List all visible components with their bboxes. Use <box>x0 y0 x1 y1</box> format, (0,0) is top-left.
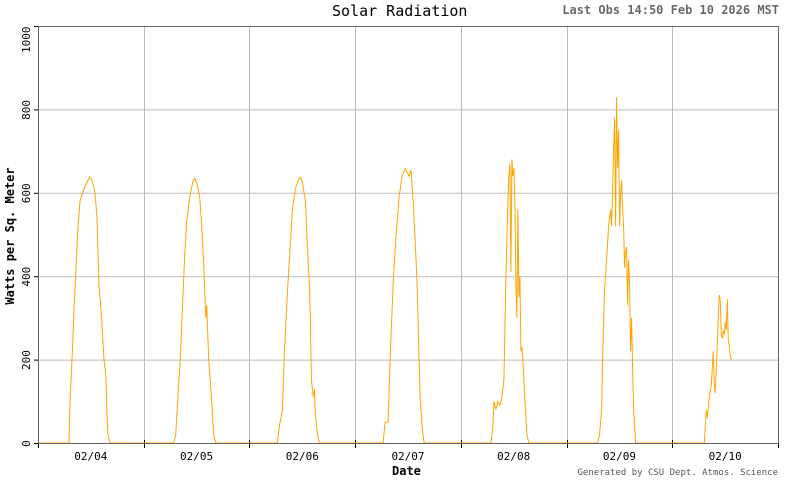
series-day-02-07 <box>355 167 462 444</box>
x-tick-label: 02/04 <box>74 450 107 463</box>
last-observation-timestamp: Last Obs 14:50 Feb 10 2026 MST <box>562 3 779 17</box>
y-tick-label: 200 <box>20 350 33 370</box>
x-tick-label: 02/07 <box>391 450 424 463</box>
y-tick-label: 0 <box>20 440 33 447</box>
x-tick-label: 02/10 <box>709 450 742 463</box>
series-day-02-08 <box>460 159 567 444</box>
gridlines <box>38 26 778 443</box>
y-tick-label: 800 <box>20 100 33 120</box>
y-tick-label: 1000 <box>20 27 33 54</box>
x-tick-label: 02/05 <box>180 450 213 463</box>
y-tick-label: 400 <box>20 267 33 287</box>
solar-radiation-series <box>38 96 732 444</box>
x-tick-label: 02/08 <box>497 450 530 463</box>
axes <box>38 26 779 444</box>
y-tick-label: 600 <box>20 183 33 203</box>
series-day-02-04 <box>38 176 143 444</box>
x-tick-label: 02/09 <box>603 450 636 463</box>
series-day-02-06 <box>249 175 356 444</box>
series-day-02-05 <box>143 177 249 444</box>
x-axis-label: Date <box>392 464 421 478</box>
series-day-02-10 <box>672 294 732 444</box>
credit-text: Generated by CSU Dept. Atmos. Science <box>577 468 778 478</box>
chart-title: Solar Radiation <box>332 2 468 20</box>
series-day-02-09 <box>566 96 673 444</box>
y-axis-ticks: 0 200 400 600 800 1000 <box>20 26 38 447</box>
x-tick-label: 02/06 <box>286 450 319 463</box>
